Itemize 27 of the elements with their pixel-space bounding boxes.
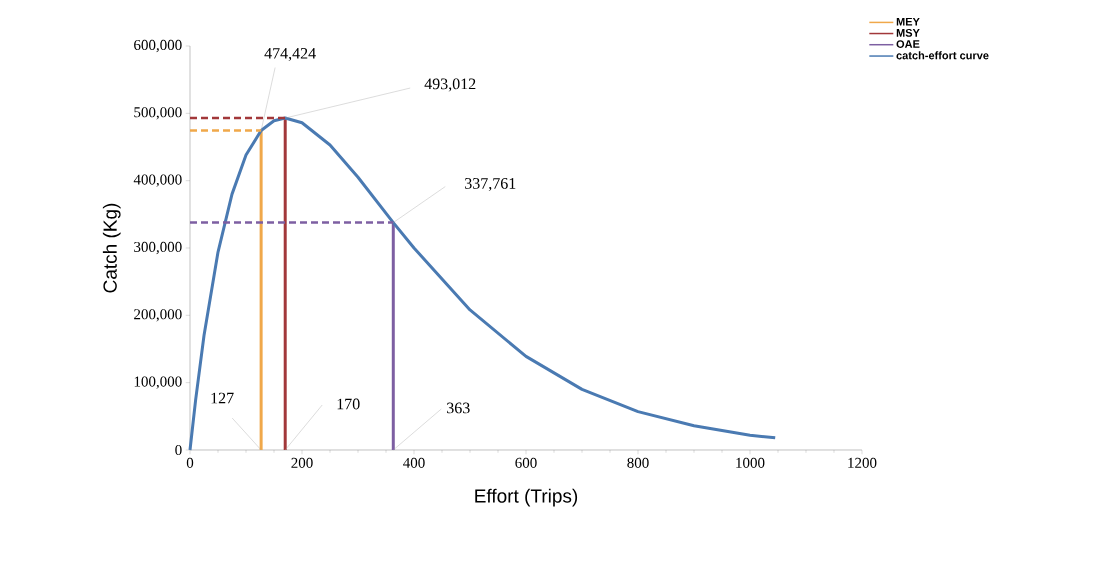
annotation: 337,761 — [465, 178, 516, 192]
y-tick-label: 200,000 — [134, 309, 182, 322]
annotation: 363 — [447, 402, 470, 414]
y-tick-label: 600,000 — [134, 39, 182, 53]
y-tick-label: 500,000 — [134, 107, 182, 120]
y-tick-label: 400,000 — [133, 174, 182, 187]
legend-label: OAE — [896, 40, 920, 48]
annotation: 474,424 — [264, 48, 316, 62]
y-tick-label: 100,000 — [134, 376, 182, 389]
x-tick-label: 1200 — [848, 457, 877, 468]
x-tick-label: 1000 — [736, 457, 765, 468]
y-tick-label: 0 — [175, 444, 182, 456]
annotation: 170 — [337, 398, 360, 410]
x-tick-label: 0 — [186, 457, 194, 468]
x-tick-label: 600 — [515, 457, 537, 468]
legend-label: MSY — [896, 28, 920, 37]
y-axis-title: Catch (Kg) — [102, 203, 121, 293]
x-tick-label: 800 — [627, 457, 649, 468]
annotation: 493,012 — [424, 78, 476, 92]
line-series — [188, 116, 777, 452]
x-tick-label: 200 — [291, 457, 313, 468]
x-axis-title: Effort (Trips) — [475, 488, 578, 507]
x-tick-label: 400 — [403, 457, 425, 468]
annotation: 127 — [211, 392, 234, 404]
legend-label: catch-effort curve — [896, 51, 989, 60]
y-tick-label: 300,000 — [134, 241, 182, 255]
legend-label: MEY — [896, 17, 920, 26]
